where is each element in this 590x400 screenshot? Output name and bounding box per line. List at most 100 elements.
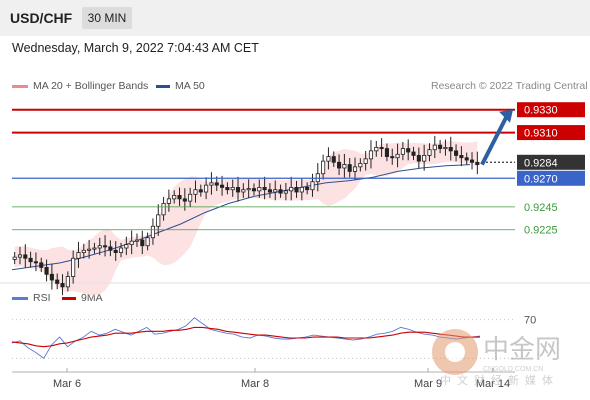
candle [39, 257, 44, 273]
candle [469, 152, 475, 170]
candle [150, 218, 155, 245]
candle-body [71, 257, 76, 277]
candle [204, 177, 209, 200]
rsi-tick-label: 70 [524, 315, 536, 327]
candle [321, 154, 326, 180]
candle [33, 252, 38, 272]
candle-body [337, 161, 342, 169]
candle [406, 139, 411, 161]
candle [198, 184, 203, 197]
candle-body [262, 187, 267, 191]
candle-body [390, 156, 395, 159]
chart-panel [0, 36, 590, 400]
forecast-arrow-head [499, 109, 513, 123]
candle-body [416, 155, 421, 162]
bollinger-band [14, 141, 478, 296]
candle-body [235, 187, 241, 193]
ma50-legend-label: MA 50 [175, 80, 205, 92]
candle-body [475, 161, 480, 165]
candle [273, 180, 278, 201]
rsi-ma-legend-swatch [62, 297, 76, 300]
candle-body [427, 149, 432, 156]
candle [384, 143, 389, 162]
candle-body [188, 193, 193, 202]
candle-body [347, 164, 352, 172]
candle [60, 274, 65, 296]
candle [342, 153, 347, 178]
level-label: 0.9284 [524, 157, 558, 169]
candle [278, 184, 283, 198]
candle [166, 189, 171, 212]
candle-body [273, 189, 278, 193]
level-tag-resistance [517, 125, 585, 141]
candle-body [469, 159, 475, 163]
candle-body [326, 156, 331, 162]
watermark-tagline: 中文财经新媒体 [440, 373, 559, 387]
candle-body [305, 187, 310, 191]
candle-body [161, 203, 166, 216]
candle [235, 176, 241, 202]
timeframe-button[interactable]: 30 MIN [82, 7, 132, 29]
candle [289, 176, 294, 201]
bb-legend-label: MA 20 + Bollinger Bands [33, 80, 149, 92]
candle-body [204, 184, 209, 193]
candle-body [267, 189, 272, 193]
level-label: 0.9270 [524, 173, 558, 185]
candle-body [352, 166, 358, 172]
candle [352, 157, 358, 180]
candle [454, 144, 459, 162]
candle-body [124, 244, 129, 249]
forecast-arrow [480, 114, 509, 166]
candle [161, 196, 166, 221]
ma50-line [11, 164, 471, 271]
candle [71, 250, 76, 284]
candle-body [172, 195, 177, 200]
level-label: 0.9310 [524, 128, 558, 140]
bb-legend-swatch [12, 85, 28, 88]
chart-datetime: Wednesday, March 9, 2022 7:04:43 AM CET [12, 41, 259, 55]
candle-body [406, 148, 411, 153]
candle-body [220, 184, 225, 188]
candle-body [251, 188, 257, 192]
candle-body [17, 254, 23, 258]
candle [251, 183, 257, 196]
candle-body [342, 164, 347, 169]
level-tag-current [517, 154, 585, 170]
candle-body [459, 155, 464, 159]
candle-body [225, 187, 230, 191]
level-label: 0.9245 [524, 202, 558, 214]
candle [87, 239, 92, 259]
candle-body [76, 252, 81, 259]
candle-body [464, 157, 469, 161]
ma50-legend-swatch [156, 85, 170, 88]
candle [379, 138, 384, 157]
candle-body [411, 151, 416, 156]
candle [475, 151, 480, 175]
candle [124, 236, 129, 256]
candle-body [438, 144, 443, 149]
x-tick-label: Mar 14 [476, 378, 510, 390]
candle-body [113, 249, 118, 253]
candle [464, 152, 469, 165]
candle-body [331, 156, 336, 163]
watermark-name: 中金网 [483, 335, 561, 365]
candle-body [145, 237, 150, 247]
candle [118, 242, 124, 258]
candle [305, 182, 310, 195]
candle [92, 242, 97, 254]
watermark-logo-inner [445, 342, 465, 362]
candle-body [193, 189, 198, 195]
candle [395, 143, 400, 168]
candle [28, 251, 33, 268]
candle-body [214, 182, 219, 186]
candle-body [182, 198, 187, 202]
candle-body [140, 239, 145, 247]
candle-body [103, 245, 108, 248]
watermark-site: CNGOLD.COM.CN [483, 366, 543, 373]
candle [326, 147, 331, 170]
candle [81, 243, 86, 259]
candle-body [384, 148, 389, 157]
candle [230, 179, 235, 197]
candle [443, 139, 448, 156]
